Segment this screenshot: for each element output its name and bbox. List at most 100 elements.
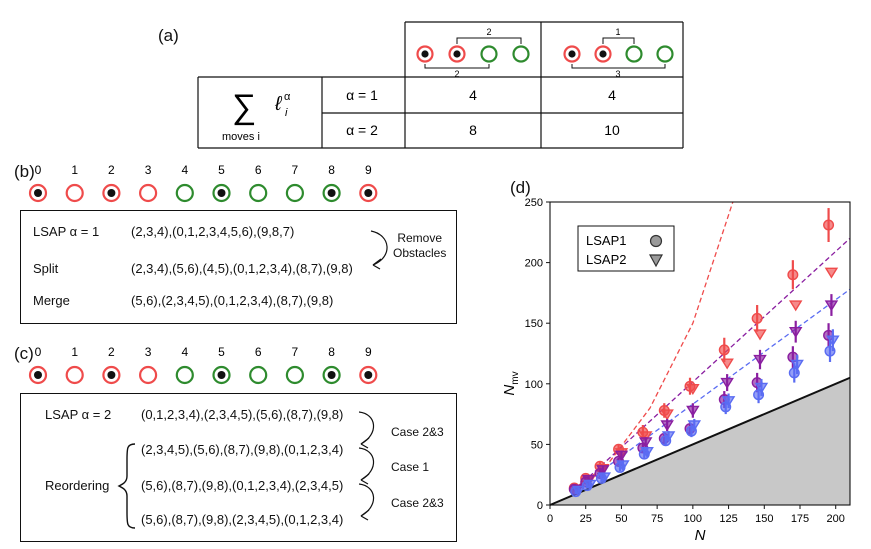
data-point-triangle — [790, 359, 804, 371]
data-point-triangle — [614, 450, 629, 462]
particle-ring — [139, 365, 158, 385]
plot-frame — [549, 201, 851, 506]
row1-alpha: α = 1 — [346, 87, 378, 103]
data-point-triangle — [753, 354, 767, 366]
y-tick-label: 150 — [525, 318, 543, 330]
legend-circle-marker — [649, 234, 663, 248]
particle-index: 4 — [181, 345, 188, 359]
data-point-triangle — [720, 358, 734, 370]
col2-bottom-label: 3 — [615, 69, 620, 79]
particle-ring — [65, 183, 84, 203]
c-line4-text: (5,6),(8,7),(9,8),(2,3,4,5),(0,1,2,3,4) — [141, 512, 344, 527]
remove-obstacles-arrow — [370, 230, 388, 270]
particle-ring — [249, 183, 268, 203]
panel-a-table: 2 2 1 3 ∑ moves i ℓ α i α = 1 4 4 α = 2 … — [197, 21, 684, 149]
b-line2-label: Split — [33, 261, 59, 276]
particle-index: 9 — [365, 163, 372, 177]
data-point-triangle — [640, 446, 654, 459]
particle-index: 9 — [365, 345, 372, 359]
c-line3-text: (5,6),(8,7),(9,8),(0,1,2,3,4),(2,3,4,5) — [141, 478, 344, 493]
data-point-triangle — [660, 420, 674, 432]
particle-ring — [175, 365, 194, 385]
fit-line-red — [571, 201, 734, 491]
case-label-1: Case 2&3 — [391, 425, 444, 439]
particle-dot — [217, 371, 226, 379]
x-tick-label: 25 — [580, 513, 592, 525]
panel-b-box: LSAP α = 1 (2,3,4),(0,1,2,3,4,5,6),(9,8,… — [20, 210, 457, 324]
sum-subscript: moves i — [222, 131, 260, 143]
panel-b-particle-row: 0 1 2 3 4 5 6 7 8 9 — [28, 163, 378, 203]
data-point-triangle — [660, 409, 674, 421]
data-point-triangle — [686, 405, 700, 417]
data-point-triangle — [638, 431, 653, 443]
data-point-triangle — [720, 377, 734, 389]
particle-index: 5 — [218, 345, 225, 359]
data-point-circle — [787, 269, 799, 281]
case-arrows — [358, 411, 375, 521]
particle-index: 8 — [328, 345, 335, 359]
data-point-circle — [718, 344, 730, 356]
y-tick-label: 100 — [525, 379, 543, 391]
particle-index: 6 — [255, 163, 262, 177]
row1-v2: 4 — [608, 87, 616, 103]
col1-bottom-label: 2 — [454, 69, 459, 79]
legend-lsap1: LSAP1 — [586, 233, 626, 248]
b-line3-label: Merge — [33, 293, 70, 308]
ell-term: ℓ — [274, 93, 283, 115]
data-point-triangle — [824, 267, 839, 279]
x-tick-label: 75 — [651, 513, 663, 525]
particle-index: 1 — [71, 345, 78, 359]
panel-c-box: LSAP α = 2 (0,1,2,3,4),(2,3,4,5),(5,6),(… — [20, 393, 457, 542]
legend-lsap2: LSAP2 — [586, 252, 626, 267]
nmv-chart: 0 25 50 75 100 125 150 175 200 0 50 100 150 200 250 N Nm… — [501, 197, 851, 544]
y-tick-label: 50 — [531, 439, 543, 451]
remove-annotation-line2: Obstacles — [393, 246, 447, 260]
particle-index: 2 — [108, 345, 115, 359]
particle-index: 6 — [255, 345, 262, 359]
particle-dot — [107, 371, 116, 379]
data-point-triangle — [788, 326, 803, 339]
particle-index: 5 — [218, 163, 225, 177]
case-label-2: Case 1 — [391, 460, 430, 474]
particle-index: 0 — [35, 345, 42, 359]
particle-ring — [285, 183, 304, 203]
particle-ring — [249, 365, 268, 385]
data-point-circle — [823, 219, 835, 231]
case-label-3: Case 2&3 — [391, 496, 444, 510]
reordering-brace — [117, 443, 136, 529]
particle-ring — [175, 183, 194, 203]
particle-index: 1 — [71, 163, 78, 177]
remove-annotation-line1: Remove — [397, 231, 443, 245]
data-point-triangle — [597, 472, 612, 484]
data-point-triangle — [596, 465, 610, 477]
particle-index: 8 — [328, 163, 335, 177]
particle-dot — [327, 189, 336, 197]
particle-index: 7 — [292, 345, 299, 359]
particle-dot — [34, 189, 42, 197]
x-tick-label: 150 — [755, 513, 773, 525]
x-tick-label: 100 — [684, 513, 702, 525]
x-tick-label: 200 — [827, 513, 845, 525]
b-line3-text: (5,6),(2,3,4,5),(0,1,2,3,4),(8,7),(9,8) — [131, 293, 334, 308]
y-tick-label: 250 — [525, 197, 543, 209]
c-line3-label: Reordering — [45, 478, 110, 493]
particle-index: 0 — [35, 163, 42, 177]
particle-dot — [217, 189, 226, 197]
data-point-circle — [751, 312, 763, 324]
x-axis-label: N — [695, 527, 706, 544]
particle-dot — [327, 371, 336, 379]
data-point-triangle — [826, 335, 840, 347]
particle-ring — [285, 365, 304, 385]
data-point-triangle — [661, 431, 676, 443]
data-point-triangle — [616, 460, 630, 472]
remove-annotation: Remove Obstacles — [393, 231, 446, 261]
data-point-triangle — [638, 437, 653, 449]
data-point-triangle — [824, 300, 839, 312]
data-point-triangle — [753, 329, 767, 341]
legend-triangle-marker — [648, 254, 664, 268]
particle-index: 3 — [145, 345, 152, 359]
particle-dot — [364, 189, 373, 197]
y-axis-label: Nmv — [501, 371, 521, 395]
col2-top-label: 1 — [615, 27, 620, 37]
row1-v1: 4 — [469, 87, 477, 103]
